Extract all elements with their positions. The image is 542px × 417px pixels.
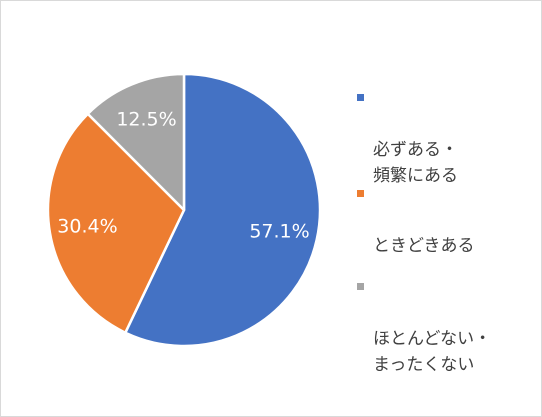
legend-label-sometimes: ときどきある [373, 236, 475, 256]
data-label-rarely: 12.5% [116, 109, 176, 131]
data-label-frequent: 57.1% [249, 221, 309, 243]
pie-slice-sometimes [46, 112, 186, 334]
legend-swatch-frequent [357, 94, 364, 101]
legend-swatch-rarely [357, 283, 364, 290]
legend-swatch-sometimes [357, 190, 364, 197]
legend-item-rarely: ほとんどない・ まったくない [357, 274, 491, 378]
legend-label-frequent: 必ずある・ 頻繁にある [373, 140, 458, 186]
legend-item-frequent: 必ずある・ 頻繁にある [357, 85, 458, 189]
legend-label-rarely: ほとんどない・ まったくない [373, 329, 492, 375]
pie-slice-frequent [124, 72, 322, 348]
data-label-sometimes: 30.4% [57, 216, 117, 238]
legend-item-sometimes: ときどきある [357, 181, 475, 259]
pie-slice-rarely [86, 72, 186, 212]
